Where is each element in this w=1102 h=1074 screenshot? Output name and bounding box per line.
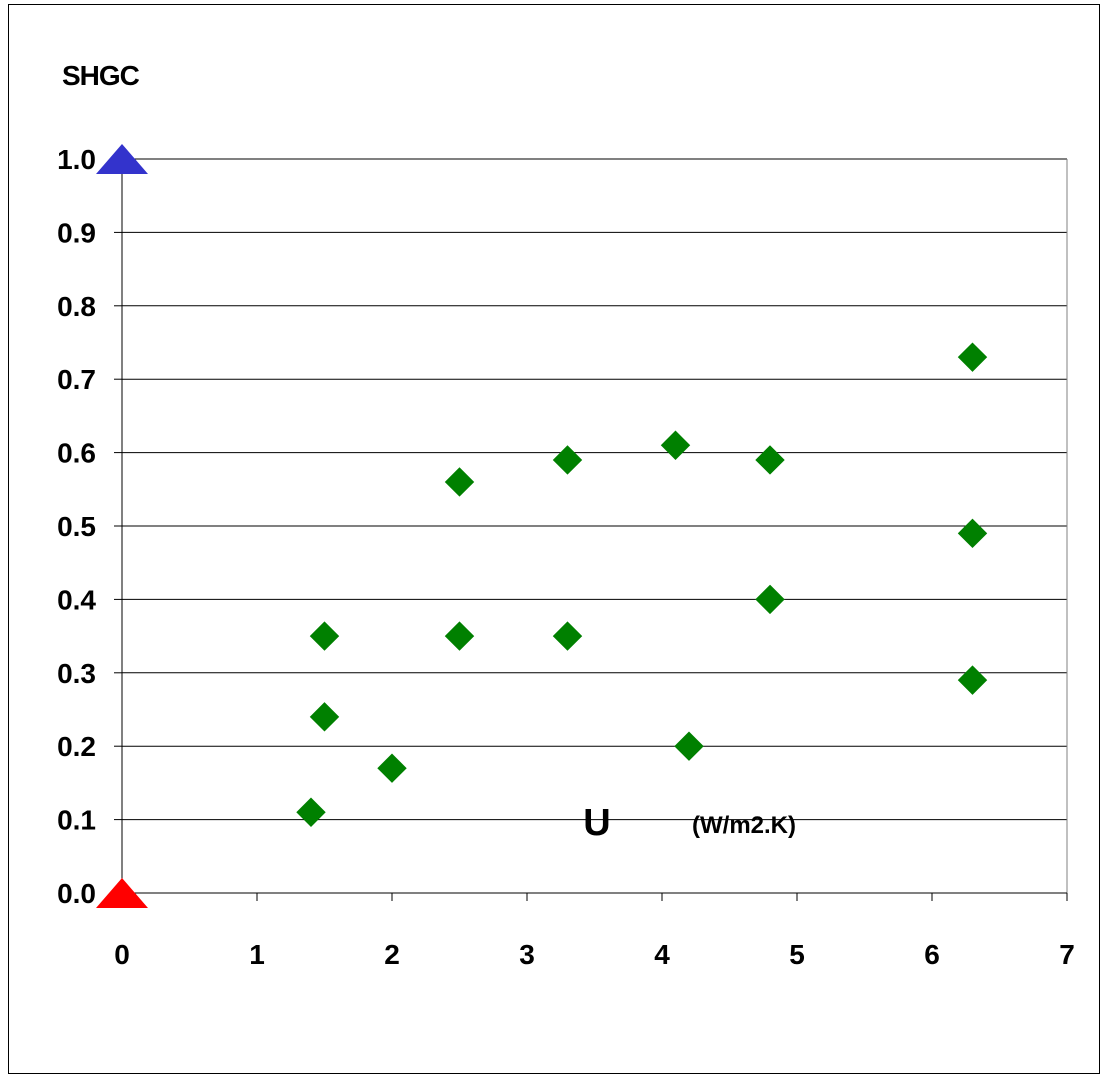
y-axis-title: SHGC	[62, 60, 140, 91]
y-tick-label: 0.0	[57, 878, 96, 909]
data-point-diamond	[444, 467, 475, 497]
y-tick-label: 0.9	[57, 217, 96, 248]
data-point-diamond	[674, 731, 704, 761]
x-tick-label: 3	[519, 939, 535, 970]
x-tick-label: 2	[384, 939, 400, 970]
y-tick-label: 0.8	[57, 291, 96, 322]
x-tick-labels: 0 1 2 3 4 5 6 7	[114, 939, 1075, 970]
data-point-diamond	[957, 342, 988, 372]
data-point-diamond	[309, 621, 340, 651]
x-tick-label: 6	[924, 939, 940, 970]
data-point-diamond	[957, 518, 988, 549]
blue-triangle-marker	[96, 144, 148, 174]
data-point-diamond	[755, 445, 785, 475]
data-point-diamond	[755, 584, 785, 615]
y-tick-label: 0.7	[57, 364, 96, 395]
x-tick-label: 4	[654, 939, 670, 970]
y-tick-labels: 0.0 0.1 0.2 0.3 0.4 0.5 0.6 0.7 0.8 0.9 1.0	[57, 144, 96, 909]
y-tick-label: 0.4	[57, 584, 96, 615]
data-point-diamond	[957, 665, 988, 695]
data-point-diamond	[552, 445, 583, 475]
y-tick-label: 0.5	[57, 511, 96, 542]
data-point-diamond	[296, 797, 326, 827]
data-point-diamond	[552, 621, 583, 651]
data-points	[296, 342, 988, 827]
y-tick-label: 0.3	[57, 658, 96, 689]
red-triangle-marker	[96, 878, 148, 908]
x-tick-label: 5	[789, 939, 805, 970]
y-tick-label: 0.2	[57, 731, 96, 762]
data-point-diamond	[660, 430, 691, 460]
x-axis-title: U	[583, 802, 610, 844]
axis-markers	[96, 144, 148, 908]
x-tick-label: 1	[249, 939, 265, 970]
y-tick-label: 0.1	[57, 805, 96, 836]
axes	[114, 158, 1068, 901]
data-point-diamond	[309, 702, 340, 732]
x-axis-unit: (W/m2.K)	[692, 812, 796, 839]
x-tick-label: 7	[1059, 939, 1075, 970]
data-point-diamond	[444, 621, 475, 651]
data-point-diamond	[377, 753, 407, 783]
y-tick-label: 1.0	[57, 144, 96, 175]
gridlines	[122, 158, 1067, 821]
x-tick-label: 0	[114, 939, 130, 970]
y-tick-label: 0.6	[57, 438, 96, 469]
